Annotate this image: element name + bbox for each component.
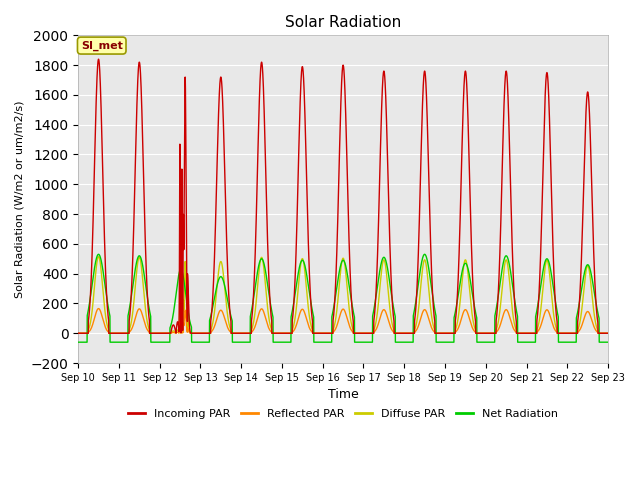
Text: SI_met: SI_met <box>81 40 123 51</box>
Title: Solar Radiation: Solar Radiation <box>285 15 401 30</box>
X-axis label: Time: Time <box>328 388 358 401</box>
Y-axis label: Solar Radiation (W/m2 or um/m2/s): Solar Radiation (W/m2 or um/m2/s) <box>15 100 25 298</box>
Legend: Incoming PAR, Reflected PAR, Diffuse PAR, Net Radiation: Incoming PAR, Reflected PAR, Diffuse PAR… <box>124 404 563 423</box>
